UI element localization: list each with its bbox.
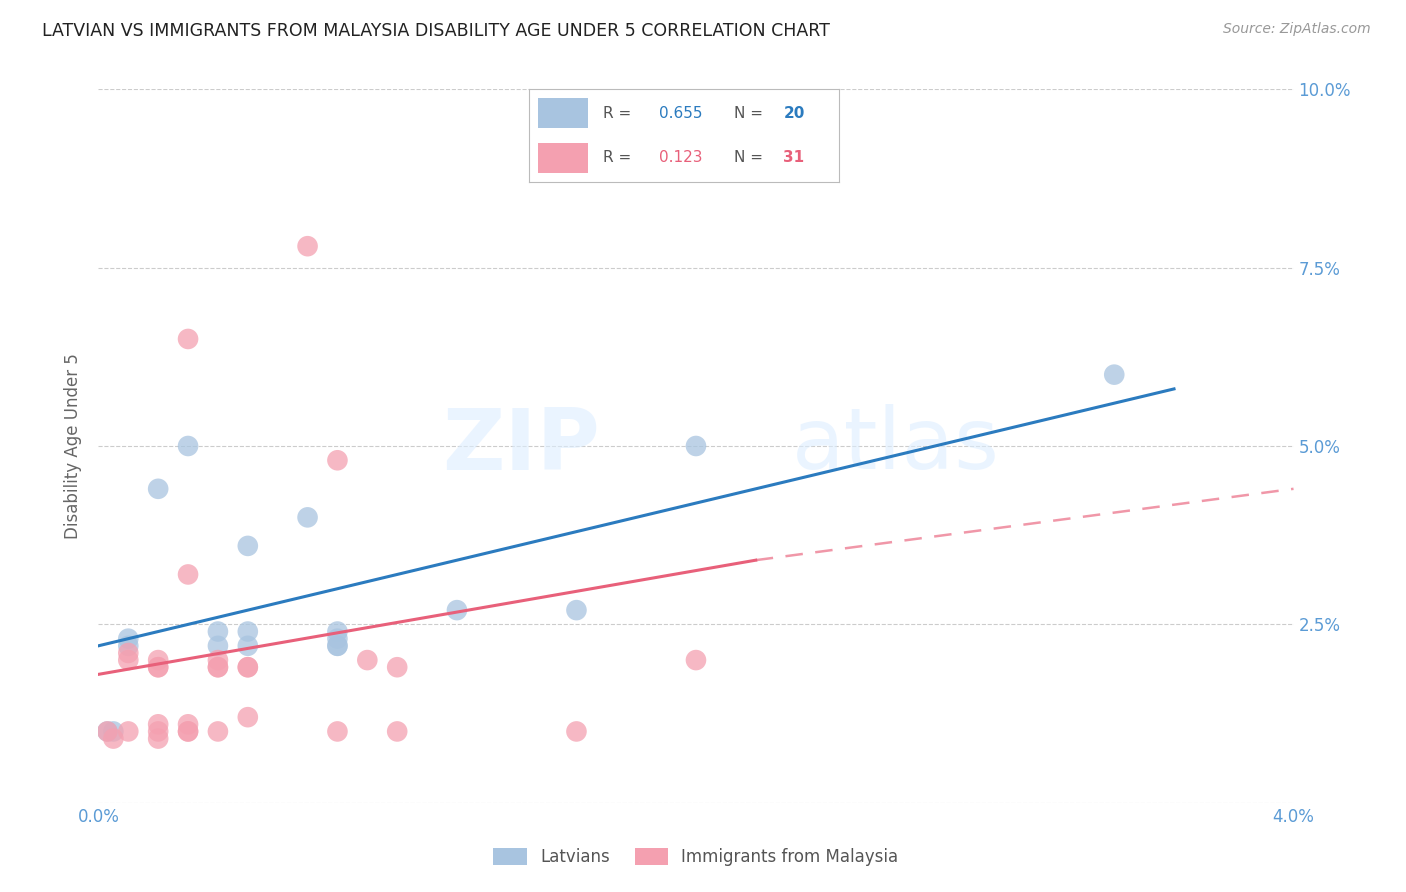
Point: [685, 653, 707, 667]
Point: [177, 724, 200, 739]
Point: [236, 660, 259, 674]
Point: [207, 724, 229, 739]
Point: [117, 639, 139, 653]
Point: [326, 724, 349, 739]
Point: [326, 632, 349, 646]
Point: [326, 639, 349, 653]
Point: [148, 660, 170, 674]
Point: [177, 717, 200, 731]
Point: [236, 660, 259, 674]
Point: [385, 660, 409, 674]
Point: [385, 724, 409, 739]
Point: [236, 624, 259, 639]
Point: [565, 724, 588, 739]
Point: [565, 603, 588, 617]
Legend: Latvians, Immigrants from Malaysia: Latvians, Immigrants from Malaysia: [486, 841, 905, 873]
Point: [117, 632, 139, 646]
Text: LATVIAN VS IMMIGRANTS FROM MALAYSIA DISABILITY AGE UNDER 5 CORRELATION CHART: LATVIAN VS IMMIGRANTS FROM MALAYSIA DISA…: [42, 22, 830, 40]
Point: [446, 603, 468, 617]
Point: [177, 332, 200, 346]
Point: [103, 731, 125, 746]
Text: Source: ZipAtlas.com: Source: ZipAtlas.com: [1223, 22, 1371, 37]
Point: [117, 646, 139, 660]
Point: [177, 567, 200, 582]
Point: [297, 510, 319, 524]
Point: [117, 653, 139, 667]
Point: [148, 653, 170, 667]
Point: [148, 717, 170, 731]
Point: [148, 731, 170, 746]
Text: atlas: atlas: [792, 404, 1000, 488]
Point: [297, 239, 319, 253]
Point: [236, 639, 259, 653]
Point: [207, 660, 229, 674]
Point: [177, 439, 200, 453]
Point: [326, 624, 349, 639]
Point: [207, 639, 229, 653]
Point: [1102, 368, 1125, 382]
Point: [96, 724, 118, 739]
Text: ZIP: ZIP: [443, 404, 600, 488]
Point: [103, 724, 125, 739]
Point: [236, 710, 259, 724]
Point: [326, 453, 349, 467]
Point: [148, 482, 170, 496]
Point: [207, 653, 229, 667]
Point: [177, 724, 200, 739]
Point: [356, 653, 378, 667]
Y-axis label: Disability Age Under 5: Disability Age Under 5: [65, 353, 83, 539]
Point: [117, 724, 139, 739]
Point: [236, 539, 259, 553]
Point: [96, 724, 118, 739]
Point: [207, 624, 229, 639]
Point: [207, 660, 229, 674]
Point: [326, 639, 349, 653]
Point: [685, 439, 707, 453]
Point: [148, 660, 170, 674]
Point: [148, 724, 170, 739]
